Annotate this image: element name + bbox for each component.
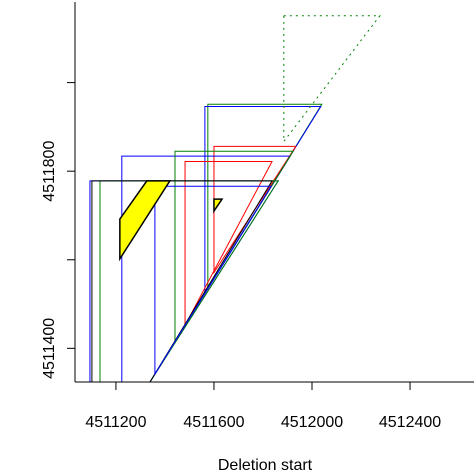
x-tick-label: 4511600 bbox=[183, 414, 244, 431]
region bbox=[121, 155, 292, 382]
region bbox=[154, 185, 272, 376]
plot-area bbox=[89, 15, 381, 382]
x-tick-label: 4512400 bbox=[379, 414, 441, 431]
x-tick-label: 4512000 bbox=[281, 414, 343, 431]
x-tick-label: 4511200 bbox=[85, 414, 146, 431]
region bbox=[89, 180, 280, 382]
y-tick-label: 4511800 bbox=[41, 141, 58, 202]
region bbox=[91, 180, 273, 382]
region bbox=[283, 15, 381, 143]
region bbox=[184, 160, 273, 326]
x-axis-title: Deletion start bbox=[218, 457, 313, 474]
y-tick-label: 4511400 bbox=[41, 318, 58, 379]
region bbox=[119, 180, 172, 262]
region bbox=[213, 198, 224, 214]
